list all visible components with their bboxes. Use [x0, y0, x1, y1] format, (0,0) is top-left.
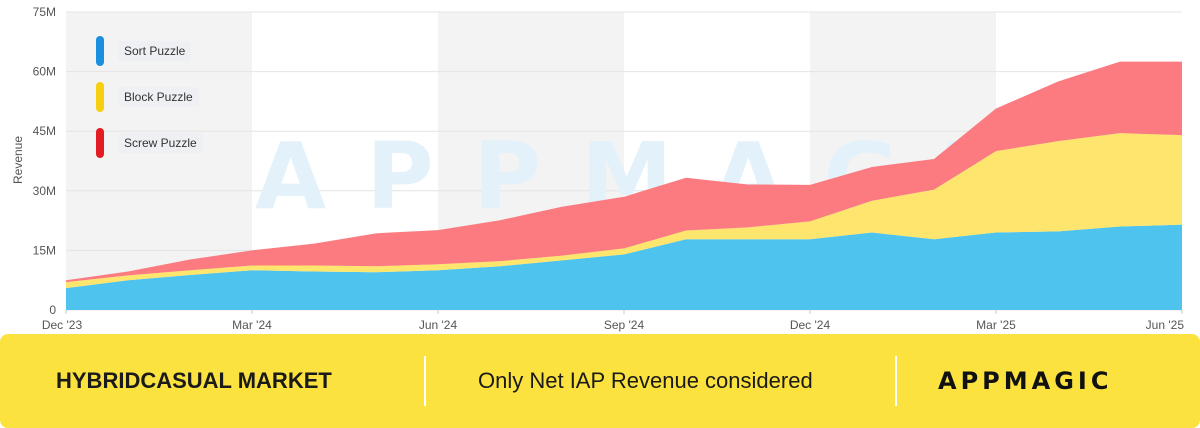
y-tick-label: 60M: [33, 65, 56, 79]
footer-note: Only Net IAP Revenue considered: [478, 368, 813, 393]
x-axis-ticks: Dec '23 Mar '24 Jun '24 Sep '24 Dec '24 Mar '…: [42, 310, 1184, 332]
legend-label: Screw Puzzle: [118, 133, 203, 153]
y-tick-label: 15M: [33, 243, 56, 257]
legend-swatch-sort-puzzle: [96, 36, 104, 66]
legend-item-screw-puzzle[interactable]: Screw Puzzle: [96, 120, 203, 166]
x-tick-label: Jun '25: [1146, 318, 1185, 332]
y-tick-label: 75M: [33, 5, 56, 19]
x-tick-label: Dec '23: [42, 318, 83, 332]
x-tick-label: Sep '24: [604, 318, 645, 332]
area-block-puzzle: [66, 133, 1182, 289]
x-tick-label: Dec '24: [790, 318, 831, 332]
x-tick-label: Mar '25: [976, 318, 1016, 332]
legend-item-block-puzzle[interactable]: Block Puzzle: [96, 74, 203, 120]
y-tick-label: 0: [49, 303, 56, 317]
legend-label: Block Puzzle: [118, 87, 199, 107]
y-axis-label: Revenue: [11, 136, 25, 184]
appmagic-logo: APPMAGIC: [938, 367, 1113, 395]
legend-item-sort-puzzle[interactable]: Sort Puzzle: [96, 28, 203, 74]
area-series: [66, 61, 1182, 310]
area-screw-puzzle: [66, 61, 1182, 283]
y-axis-ticks: 0 15M 30M 45M 60M 75M: [33, 5, 57, 317]
y-tick-label: 45M: [33, 124, 56, 138]
footer-divider: [424, 356, 426, 406]
footer-divider: [895, 356, 897, 406]
area-sort-puzzle: [66, 224, 1182, 310]
legend: Sort Puzzle Block Puzzle Screw Puzzle: [96, 28, 203, 166]
y-tick-label: 30M: [33, 184, 56, 198]
legend-swatch-block-puzzle: [96, 82, 104, 112]
legend-swatch-screw-puzzle: [96, 128, 104, 158]
x-tick-label: Mar '24: [232, 318, 272, 332]
market-label: HYBRIDCASUAL MARKET: [56, 368, 332, 393]
footer-banner: HYBRIDCASUAL MARKET Only Net IAP Revenue…: [0, 334, 1200, 428]
x-tick-label: Jun '24: [419, 318, 458, 332]
legend-label: Sort Puzzle: [118, 41, 192, 61]
